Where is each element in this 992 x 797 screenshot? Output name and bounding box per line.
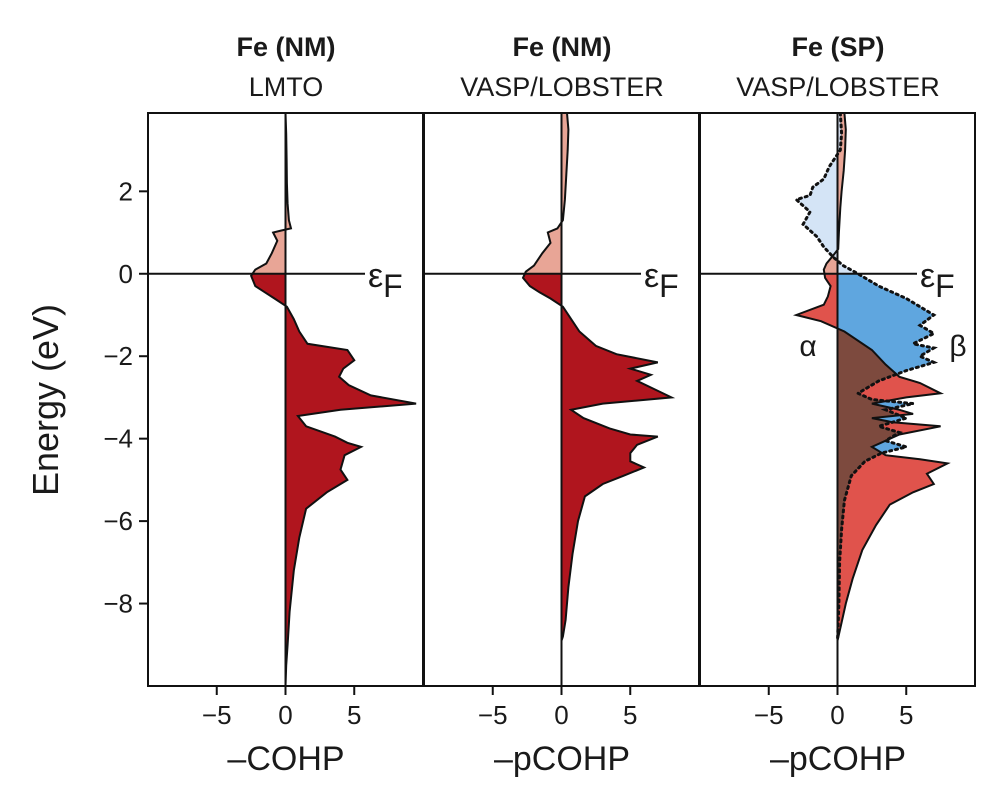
x-tick-label: −5 <box>478 700 508 730</box>
panel-1-plot: εF −5 0 5 <box>147 112 424 730</box>
panel-2-plot: εF −5 0 5 <box>423 112 700 730</box>
panel-3-title: Fe (SP) <box>791 32 884 62</box>
y-tick-label: −2 <box>103 341 133 371</box>
beta-series-label: β <box>949 330 966 363</box>
y-tick-label: −8 <box>103 589 133 619</box>
panel-1-subtitle: LMTO <box>249 72 324 102</box>
alpha-series-label: α <box>799 330 816 363</box>
panel-3-subtitle: VASP/LOBSTER <box>736 72 940 102</box>
alpha-above-fermi-fill <box>823 113 846 274</box>
beta-curve <box>793 113 939 643</box>
cohp-curve <box>249 113 417 686</box>
alpha-beta-overlap <box>837 273 934 641</box>
y-tick-label: 2 <box>119 176 133 206</box>
occupied-above-fermi-fill <box>524 113 569 274</box>
panel-2-xlabel: –pCOHP <box>494 740 630 778</box>
panel-1-xlabel: –COHP <box>227 740 344 778</box>
x-tick-label: −5 <box>754 700 784 730</box>
occupied-above-fermi-fill <box>252 113 291 274</box>
fermi-level-label: εF <box>368 257 403 304</box>
cohp-curve <box>521 113 676 642</box>
x-tick-label: −5 <box>202 700 232 730</box>
fermi-level-label: εF <box>644 257 679 304</box>
y-axis-label: Energy (eV) <box>25 304 66 496</box>
y-tick-label: −4 <box>103 424 133 454</box>
x-tick-label: 5 <box>899 700 913 730</box>
y-tick-label: 0 <box>119 259 133 289</box>
fermi-level-label: εF <box>920 257 955 304</box>
panel-1-title: Fe (NM) <box>237 32 336 62</box>
x-tick-label: 0 <box>830 700 844 730</box>
x-tick-label: 5 <box>347 700 361 730</box>
x-tick-label: 0 <box>554 700 568 730</box>
y-tick-labels: −8 −6 −4 −2 0 2 <box>103 176 148 619</box>
x-tick-label: 5 <box>623 700 637 730</box>
y-tick-label: −6 <box>103 506 133 536</box>
x-tick-label: 0 <box>278 700 292 730</box>
cohp-filled-area <box>523 273 672 641</box>
beta-above-fermi-fill <box>796 113 859 274</box>
panel-2-subtitle: VASP/LOBSTER <box>460 72 664 102</box>
panel-3-plot: εF −5 0 5 <box>699 112 976 730</box>
panel-3-xlabel: –pCOHP <box>770 740 906 778</box>
panel-2-title: Fe (NM) <box>513 32 612 62</box>
